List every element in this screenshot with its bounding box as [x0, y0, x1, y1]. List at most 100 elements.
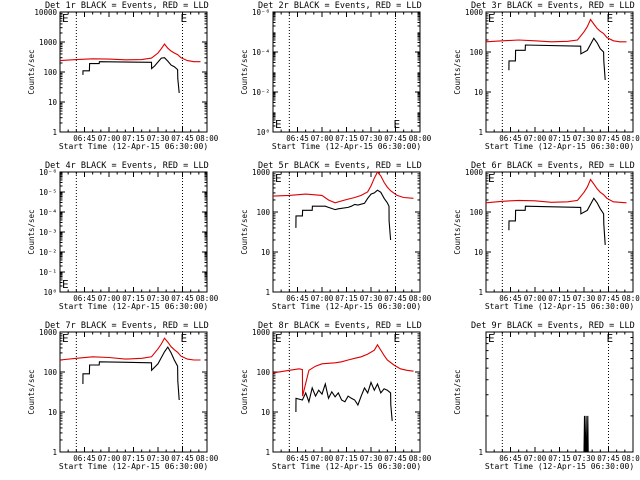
- y-tick-label: 100: [43, 68, 57, 77]
- y-tick-label: 10⁻²: [252, 88, 270, 97]
- y-tick-label: 10⁰: [43, 288, 57, 297]
- y-tick-label: 10⁰: [256, 128, 270, 137]
- lld-series-line: [59, 43, 201, 63]
- event-marker-2: E: [394, 118, 401, 131]
- y-tick-label: 1: [52, 448, 57, 457]
- lld-series-line: [485, 18, 627, 43]
- y-axis-title: Counts/sec: [453, 49, 462, 94]
- x-axis-title: Start Time (12-Apr-15 06:30:00): [272, 462, 421, 471]
- y-axis-title: Counts/sec: [27, 369, 36, 414]
- x-axis-title: Start Time (12-Apr-15 06:30:00): [485, 302, 634, 311]
- x-tick-label: 07:00: [311, 134, 334, 143]
- x-tick-label: 07:45: [171, 294, 194, 303]
- y-tick-label: 10⁻²: [39, 248, 57, 257]
- y-tick-label: 1000: [465, 8, 484, 17]
- x-tick-label: 07:30: [573, 454, 596, 463]
- y-axis-title: Counts/sec: [240, 209, 249, 254]
- x-tick-label: 07:15: [548, 134, 571, 143]
- y-axis-title: Counts/sec: [453, 209, 462, 254]
- y-tick-label: 10: [474, 88, 484, 97]
- events-series-line: [295, 189, 392, 241]
- y-tick-label: 1: [478, 448, 483, 457]
- x-tick-label: 07:00: [98, 134, 121, 143]
- x-tick-label: 07:30: [360, 454, 383, 463]
- y-tick-label: 10: [48, 408, 58, 417]
- x-axis-title: Start Time (12-Apr-15 06:30:00): [59, 462, 208, 471]
- x-tick-label: 08:00: [196, 454, 219, 463]
- x-tick-label: 08:00: [196, 294, 219, 303]
- panel-title: Det 4r BLACK = Events, RED = LLD: [45, 161, 209, 171]
- event-marker-2: E: [181, 332, 188, 345]
- events-series-line: [295, 380, 393, 421]
- x-tick-label: 07:30: [147, 454, 170, 463]
- x-tick-label: 07:45: [384, 294, 407, 303]
- event-marker-1: E: [62, 278, 69, 291]
- y-tick-label: 10: [261, 248, 271, 257]
- panel-det-4r: Det 4r BLACK = Events, RED = LLD 06:45 07:…: [27, 161, 219, 311]
- lld-series-line: [485, 178, 627, 204]
- y-tick-label: 1000: [465, 168, 484, 177]
- x-tick-label: 08:00: [409, 134, 432, 143]
- x-tick-label: 07:15: [122, 454, 145, 463]
- y-tick-label: 10⁻⁴: [39, 208, 57, 217]
- y-tick-label: 10⁻⁶: [39, 168, 57, 177]
- panel-title: Det 3r BLACK = Events, RED = LLD: [471, 1, 635, 11]
- x-tick-label: 07:45: [384, 134, 407, 143]
- x-tick-label: 06:45: [73, 294, 96, 303]
- y-tick-label: 1: [52, 128, 57, 137]
- x-tick-label: 07:15: [122, 294, 145, 303]
- x-tick-label: 08:00: [196, 134, 219, 143]
- event-marker-1: E: [488, 12, 495, 25]
- x-tick-label: 07:45: [171, 134, 194, 143]
- x-tick-label: 07:00: [524, 134, 547, 143]
- event-marker-1: E: [62, 332, 69, 345]
- events-series-line: [508, 197, 606, 246]
- event-marker-1: E: [275, 172, 282, 185]
- y-tick-label: 10: [48, 98, 58, 107]
- y-axis-title: Counts/sec: [453, 369, 462, 414]
- x-tick-label: 07:30: [147, 134, 170, 143]
- y-tick-label: 100: [256, 208, 270, 217]
- x-tick-label: 07:00: [311, 294, 334, 303]
- x-tick-label: 07:30: [147, 294, 170, 303]
- event-marker-2: E: [607, 12, 614, 25]
- x-tick-label: 07:45: [597, 454, 620, 463]
- y-tick-label: 1: [265, 288, 270, 297]
- x-tick-label: 08:00: [409, 294, 432, 303]
- x-tick-label: 07:15: [122, 134, 145, 143]
- x-tick-label: 06:45: [286, 134, 309, 143]
- y-tick-label: 1000: [39, 328, 58, 337]
- x-tick-label: 07:45: [384, 454, 407, 463]
- y-tick-label: 10⁻⁶: [252, 8, 270, 17]
- x-axis-title: Start Time (12-Apr-15 06:30:00): [485, 462, 634, 471]
- x-tick-label: 06:45: [499, 294, 522, 303]
- event-marker-1: E: [62, 12, 69, 25]
- x-tick-label: 07:00: [98, 454, 121, 463]
- x-tick-label: 06:45: [499, 454, 522, 463]
- x-tick-label: 07:30: [360, 134, 383, 143]
- lld-series-line: [272, 171, 414, 204]
- x-tick-label: 08:00: [409, 454, 432, 463]
- x-tick-label: 07:45: [171, 454, 194, 463]
- x-axis-title: Start Time (12-Apr-15 06:30:00): [272, 302, 421, 311]
- x-tick-label: 07:15: [335, 134, 358, 143]
- y-tick-label: 10000: [34, 8, 57, 17]
- lld-series-line: [59, 337, 201, 361]
- event-marker-2: E: [394, 332, 401, 345]
- panel-title: Det 6r BLACK = Events, RED = LLD: [471, 161, 635, 171]
- x-tick-label: 07:30: [573, 134, 596, 143]
- y-tick-label: 1000: [39, 38, 58, 47]
- x-axis-title: Start Time (12-Apr-15 06:30:00): [272, 142, 421, 151]
- x-tick-label: 08:00: [622, 134, 640, 143]
- x-tick-label: 07:15: [548, 294, 571, 303]
- y-tick-label: 10: [474, 248, 484, 257]
- panel-det-9r: Det 9r BLACK = Events, RED = LLD 06:45 07:…: [453, 321, 640, 471]
- x-tick-label: 06:45: [499, 134, 522, 143]
- x-tick-label: 07:15: [335, 294, 358, 303]
- panel-title: Det 5r BLACK = Events, RED = LLD: [258, 161, 422, 171]
- y-tick-label: 100: [469, 48, 483, 57]
- panel-title: Det 9r BLACK = Events, RED = LLD: [471, 321, 635, 331]
